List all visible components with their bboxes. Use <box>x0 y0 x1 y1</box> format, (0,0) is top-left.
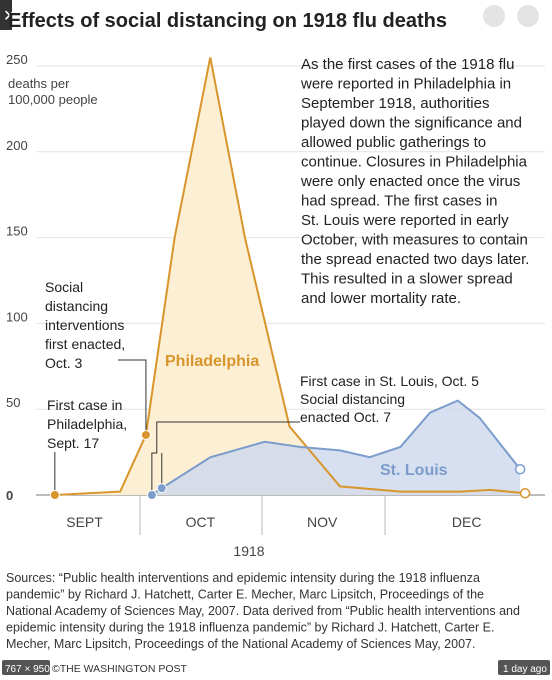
x-tick-label: SEPT <box>66 514 103 530</box>
x-tick-label: DEC <box>452 514 482 530</box>
y-axis-label: deaths per <box>8 76 70 91</box>
leader-line <box>118 359 147 435</box>
annotation: Oct. 3 <box>45 355 83 371</box>
y-tick-label: 200 <box>6 138 28 153</box>
y-tick-label: 0 <box>6 488 13 503</box>
line <box>151 399 521 496</box>
source-note: Mecher, Marc Lipsitch, Proceedings of th… <box>6 637 475 651</box>
chart-title: Effects of social distancing on 1918 flu… <box>8 10 447 32</box>
description: and lower mortality rate. <box>301 290 461 307</box>
source-note: Sources: “Public health interventions an… <box>6 571 480 585</box>
legend-label: Philadelphia <box>165 353 259 370</box>
description: St. Louis were reported in early <box>301 212 509 229</box>
source-note: National Academy of Sciences May, 2007. … <box>6 604 520 618</box>
area <box>151 400 521 495</box>
annotation: interventions <box>45 317 124 333</box>
annotation: Philadelphia, <box>47 416 127 432</box>
annotation: Sept. 17 <box>47 435 99 451</box>
x-tick-label: NOV <box>307 514 338 530</box>
point <box>140 429 151 440</box>
annotation: Social <box>45 279 83 295</box>
annotation: First case in St. Louis, Oct. 5 <box>300 373 479 389</box>
description: played down the significance and <box>301 115 522 132</box>
credit: ©THE WASHINGTON POST <box>52 663 187 675</box>
description: This resulted in a slower spread <box>301 271 513 288</box>
description: allowed public gatherings to <box>301 134 486 151</box>
description: the spread enacted two days later. <box>301 251 529 268</box>
y-axis-label: 100,000 people <box>8 92 98 107</box>
annotation: distancing <box>45 298 108 314</box>
description: As the first cases of the 1918 flu <box>301 56 514 73</box>
size-badge <box>2 660 50 675</box>
description: September 1918, authorities <box>301 95 489 112</box>
x-tick-label: OCT <box>186 514 216 530</box>
point <box>146 490 157 500</box>
source-note: pandemic” by Richard J. Hatchett, Carter… <box>6 588 484 602</box>
point <box>514 464 526 475</box>
description: had spread. The first cases in <box>301 193 498 210</box>
annotation: Social distancing <box>300 391 405 407</box>
y-tick-label: 100 <box>6 309 28 324</box>
link-button[interactable] <box>517 5 539 27</box>
annotation: First case in <box>47 397 122 413</box>
description: October, with measures to contain <box>301 232 528 249</box>
point <box>156 483 167 494</box>
description: were reported in Philadelphia in <box>300 76 511 93</box>
description: continue. Closures in Philadelphia <box>301 154 528 171</box>
point <box>49 490 60 500</box>
legend-label: St. Louis <box>380 462 448 479</box>
annotation: enacted Oct. 7 <box>300 409 391 425</box>
time-badge <box>498 660 550 675</box>
time-badge-text: 1 day ago <box>503 664 547 675</box>
close-bar <box>0 0 12 30</box>
source-note: epidemic intensity during the 1918 influ… <box>6 621 494 635</box>
size-badge-text: 767 × 950 <box>5 664 50 675</box>
point <box>519 488 531 499</box>
description: were only enacted once the virus <box>300 173 520 190</box>
share-button[interactable] <box>483 5 505 27</box>
x-axis-label: 1918 <box>233 543 264 559</box>
leader-line <box>151 421 300 495</box>
close-icon[interactable]: ✕ <box>3 8 16 25</box>
area <box>54 57 526 496</box>
annotation: first enacted, <box>45 336 125 352</box>
line <box>54 57 526 496</box>
y-tick-label: 50 <box>6 395 20 410</box>
y-tick-label: 250 <box>6 52 28 67</box>
y-tick-label: 150 <box>6 224 28 239</box>
